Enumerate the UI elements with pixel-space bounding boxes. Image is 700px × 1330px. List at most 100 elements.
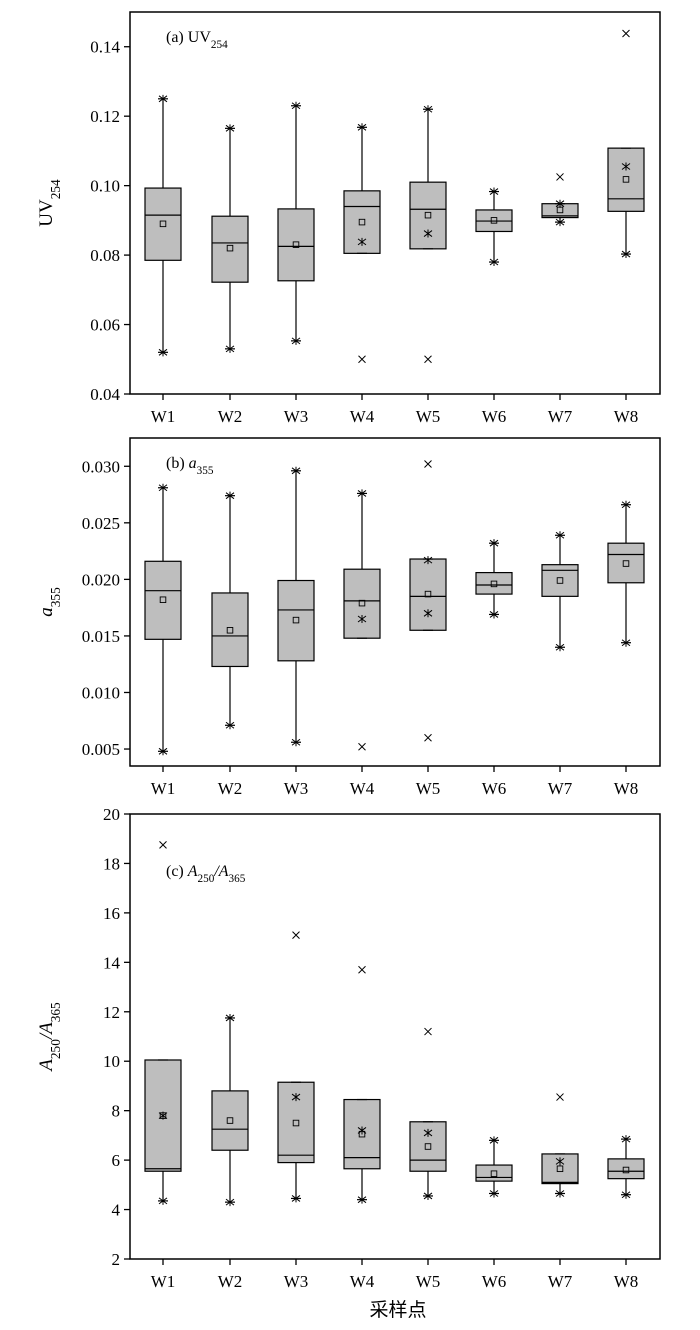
mean-marker xyxy=(490,1170,498,1177)
y-tick-label: 0.04 xyxy=(90,385,120,404)
outlier-marker xyxy=(358,965,366,974)
y-tick-label: 8 xyxy=(112,1102,121,1121)
panels: 0.04 0.06 0.08 0.10 0.12 0.14 W1 W2 W3 W4 W5 W6 W7 W8… xyxy=(36,11,661,1291)
y-tick-label: 16 xyxy=(103,904,120,923)
plot-frame xyxy=(129,437,661,767)
y-axis-label: a355 xyxy=(36,587,63,617)
marker-p1 xyxy=(291,1194,301,1203)
marker-p99 xyxy=(621,162,631,171)
mean-marker xyxy=(159,220,167,228)
box-W1 xyxy=(144,483,182,756)
outlier-marker xyxy=(358,355,366,364)
marker-p99 xyxy=(555,531,565,540)
mean-marker xyxy=(622,560,630,567)
x-tick-label: W6 xyxy=(482,1272,507,1291)
box-iqr xyxy=(211,215,249,283)
marker-p1 xyxy=(621,1190,631,1199)
box-W7 xyxy=(541,173,579,227)
panel-label: (a) UV254 xyxy=(166,29,228,51)
y-tick-label: 10 xyxy=(103,1052,120,1071)
x-tick-label: W7 xyxy=(548,407,573,426)
x-tick-label: W2 xyxy=(218,407,243,426)
box-iqr xyxy=(475,571,513,595)
x-tick-label: W8 xyxy=(614,407,639,426)
marker-p1 xyxy=(357,614,367,623)
box-iqr xyxy=(211,592,249,668)
box-iqr xyxy=(277,579,315,662)
outlier-marker xyxy=(424,355,432,364)
marker-p99 xyxy=(158,483,168,492)
box-W1 xyxy=(144,841,182,1205)
y-tick-label: 0.010 xyxy=(82,683,120,702)
y-tick-label: 0.08 xyxy=(90,246,120,265)
marker-p1 xyxy=(225,721,235,730)
marker-p1 xyxy=(357,1195,367,1204)
marker-p1 xyxy=(489,1189,499,1198)
box-W4 xyxy=(343,489,381,751)
marker-p99 xyxy=(423,556,433,565)
box-W5 xyxy=(409,1027,447,1200)
x-tick-label: W4 xyxy=(350,779,375,798)
y-tick-label: 18 xyxy=(103,854,120,873)
marker-p99 xyxy=(225,124,235,133)
y-tick-label: 0.12 xyxy=(90,107,120,126)
outlier-marker xyxy=(556,173,564,181)
marker-p1 xyxy=(555,1189,565,1198)
mean-marker xyxy=(159,1112,167,1119)
mean-marker xyxy=(226,1117,234,1124)
mean-marker xyxy=(358,218,366,226)
box-W2 xyxy=(211,491,249,730)
marker-p99 xyxy=(555,1157,565,1166)
mean-marker xyxy=(226,244,234,252)
box-iqr xyxy=(144,560,182,640)
x-tick-label: W8 xyxy=(614,779,639,798)
x-tick-label: W3 xyxy=(284,1272,309,1291)
box-W6 xyxy=(475,1136,513,1198)
x-tick-label: W5 xyxy=(416,1272,441,1291)
marker-p99 xyxy=(423,1128,433,1137)
box-iqr xyxy=(607,147,645,212)
mean-marker xyxy=(556,206,564,214)
y-axis-label: A250/A365 xyxy=(36,1002,63,1073)
box-W4 xyxy=(343,965,381,1204)
y-tick-label: 12 xyxy=(103,1003,120,1022)
mean-marker xyxy=(490,217,498,224)
y-tick-label: 14 xyxy=(103,953,121,972)
y-axis-label: UV254 xyxy=(36,179,63,227)
marker-p99 xyxy=(621,1135,631,1144)
marker-p99 xyxy=(489,1136,499,1145)
box-W5 xyxy=(409,105,447,364)
box-W8 xyxy=(607,500,645,647)
mean-marker xyxy=(292,616,300,624)
mean-marker xyxy=(556,1165,564,1173)
outlier-marker xyxy=(424,733,432,742)
y-tick-label: 0.06 xyxy=(90,316,120,335)
marker-p99 xyxy=(423,105,433,114)
y-tick-label: 0.10 xyxy=(90,177,120,196)
x-tick-label: W8 xyxy=(614,1272,639,1291)
marker-p1 xyxy=(423,229,433,238)
box-W3 xyxy=(277,466,315,747)
box-W7 xyxy=(541,1093,579,1198)
x-tick-label: W6 xyxy=(482,779,507,798)
marker-p1 xyxy=(423,1191,433,1200)
mean-marker xyxy=(358,599,366,607)
box-iqr xyxy=(541,564,579,597)
x-tick-label: W1 xyxy=(151,1272,176,1291)
marker-p1 xyxy=(423,609,433,618)
marker-p1 xyxy=(158,1196,168,1205)
x-tick-label: W4 xyxy=(350,1272,375,1291)
mean-marker xyxy=(159,596,167,603)
marker-p1 xyxy=(489,258,499,267)
outlier-marker xyxy=(556,1093,564,1101)
marker-p99 xyxy=(291,101,301,110)
mean-marker xyxy=(292,241,300,248)
marker-p99 xyxy=(489,187,499,196)
y-tick-label: 4 xyxy=(112,1201,121,1220)
marker-p1 xyxy=(555,643,565,652)
marker-p1 xyxy=(489,610,499,619)
marker-p99 xyxy=(291,1093,301,1102)
marker-p1 xyxy=(291,738,301,747)
box-W1 xyxy=(144,94,182,357)
